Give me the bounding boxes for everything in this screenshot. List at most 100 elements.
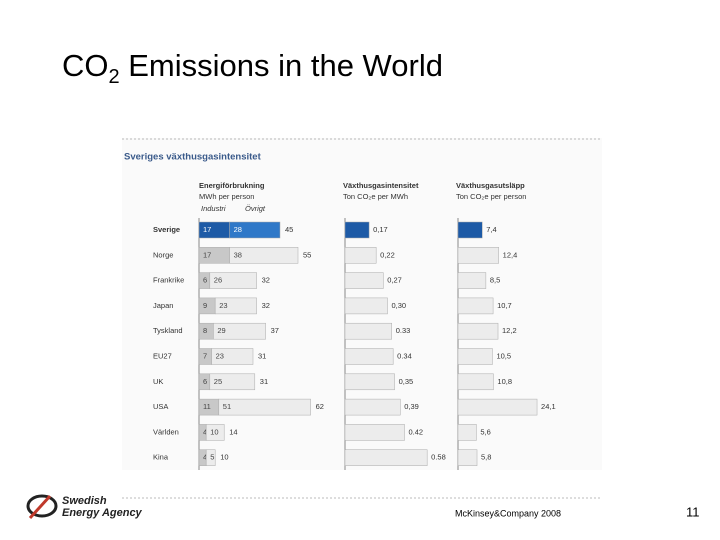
source: McKinsey&Company 2008 (455, 508, 561, 518)
bar (344, 424, 405, 441)
bar-segment (218, 398, 311, 416)
category-label: UK (153, 377, 163, 386)
value-label: 0.33 (396, 326, 411, 335)
bar (344, 449, 428, 466)
bar-segment (205, 424, 225, 441)
value-label: 26 (214, 276, 222, 285)
page-number: 11 (686, 504, 700, 519)
value-label: 0,35 (399, 377, 414, 386)
total-label: 55 (303, 250, 311, 259)
category-label: Sverige (153, 225, 180, 234)
bar (457, 272, 487, 289)
logo-mark (28, 494, 52, 520)
total-label: 10 (220, 453, 228, 462)
value-label: 0,39 (404, 402, 419, 411)
value-label: 10,7 (497, 301, 512, 310)
bar-segment (229, 221, 281, 239)
bar-segment (229, 247, 299, 264)
value-label: 11 (203, 402, 211, 411)
total-label: 31 (260, 377, 268, 386)
value-label: 5,8 (481, 453, 491, 462)
logo-text: Energy Agency (62, 507, 143, 519)
bar (457, 348, 493, 365)
value-label: 0,27 (387, 276, 402, 285)
legend-label: Övrigt (245, 204, 266, 213)
logo-text: Swedish (62, 495, 107, 507)
category-label: Japan (153, 301, 173, 310)
category-label: Frankrike (153, 276, 184, 285)
value-label: 0.58 (431, 453, 446, 462)
bar (344, 297, 388, 315)
bar (344, 373, 395, 391)
title-subscript: 2 (109, 66, 120, 88)
bar (344, 398, 401, 416)
total-label: 62 (316, 402, 324, 411)
panel-subtitle: MWh per person (199, 192, 254, 201)
value-label: 0,22 (380, 250, 395, 259)
value-label: 8,5 (490, 276, 500, 285)
bar-segment (209, 373, 256, 391)
title-part: CO (62, 48, 109, 83)
value-label: 17 (203, 250, 211, 259)
bar-segment (209, 272, 257, 289)
value-label: 12,4 (503, 250, 518, 259)
value-label: 4 (203, 427, 207, 436)
bar-segment (211, 348, 254, 365)
category-label: Norge (153, 250, 173, 259)
value-label: 7 (203, 351, 207, 360)
bar (457, 322, 499, 340)
panel-title: Växthusgasutsläpp (456, 181, 525, 190)
value-label: 7,4 (486, 225, 496, 234)
bar (457, 247, 499, 264)
bar (344, 272, 384, 289)
chart-heading: Sveriges växthusgasintensitet (124, 152, 262, 163)
title-part: Emissions in the World (120, 48, 443, 83)
value-label: 10 (210, 427, 218, 436)
bar-segment (213, 322, 266, 340)
value-label: 5 (210, 453, 214, 462)
total-label: 37 (271, 326, 279, 335)
value-label: 51 (223, 402, 231, 411)
value-label: 29 (217, 326, 225, 335)
bar (344, 221, 370, 239)
slide-title: CO2 Emissions in the World (62, 48, 443, 88)
value-label: 24,1 (541, 402, 556, 411)
bar (457, 449, 478, 466)
value-label: 10,5 (496, 351, 511, 360)
panel-subtitle: Ton CO₂e per MWh (343, 192, 408, 201)
value-label: 0.42 (409, 427, 424, 436)
logo: Swedish Energy Agency (26, 494, 143, 520)
total-label: 32 (262, 301, 270, 310)
panel-subtitle: Ton CO₂e per person (456, 192, 526, 201)
value-label: 10,8 (497, 377, 512, 386)
value-label: 28 (234, 225, 242, 234)
total-label: 32 (262, 276, 270, 285)
value-label: 38 (234, 250, 242, 259)
bar (344, 322, 392, 340)
bar (344, 247, 377, 264)
category-label: Kina (153, 453, 169, 462)
category-label: Tyskland (153, 326, 183, 335)
bar (457, 398, 538, 416)
panel-title: Växthusgasintensitet (343, 181, 419, 190)
value-label: 8 (203, 326, 207, 335)
value-label: 4 (203, 453, 207, 462)
category-label: EU27 (153, 351, 172, 360)
value-label: 6 (203, 276, 207, 285)
total-label: 31 (258, 351, 266, 360)
bar (457, 221, 483, 239)
legend-label: Industri (201, 204, 226, 213)
total-label: 14 (229, 427, 237, 436)
value-label: 9 (203, 301, 207, 310)
panel-title: Energiförbrukning (199, 181, 265, 190)
value-label: 25 (214, 377, 222, 386)
category-label: Världen (153, 427, 179, 436)
value-label: 0,30 (392, 301, 407, 310)
value-label: 17 (203, 225, 211, 234)
bar (457, 373, 494, 391)
bar-segment (214, 297, 257, 315)
value-label: 5,6 (480, 427, 490, 436)
value-label: 23 (219, 301, 227, 310)
category-label: USA (153, 402, 168, 411)
